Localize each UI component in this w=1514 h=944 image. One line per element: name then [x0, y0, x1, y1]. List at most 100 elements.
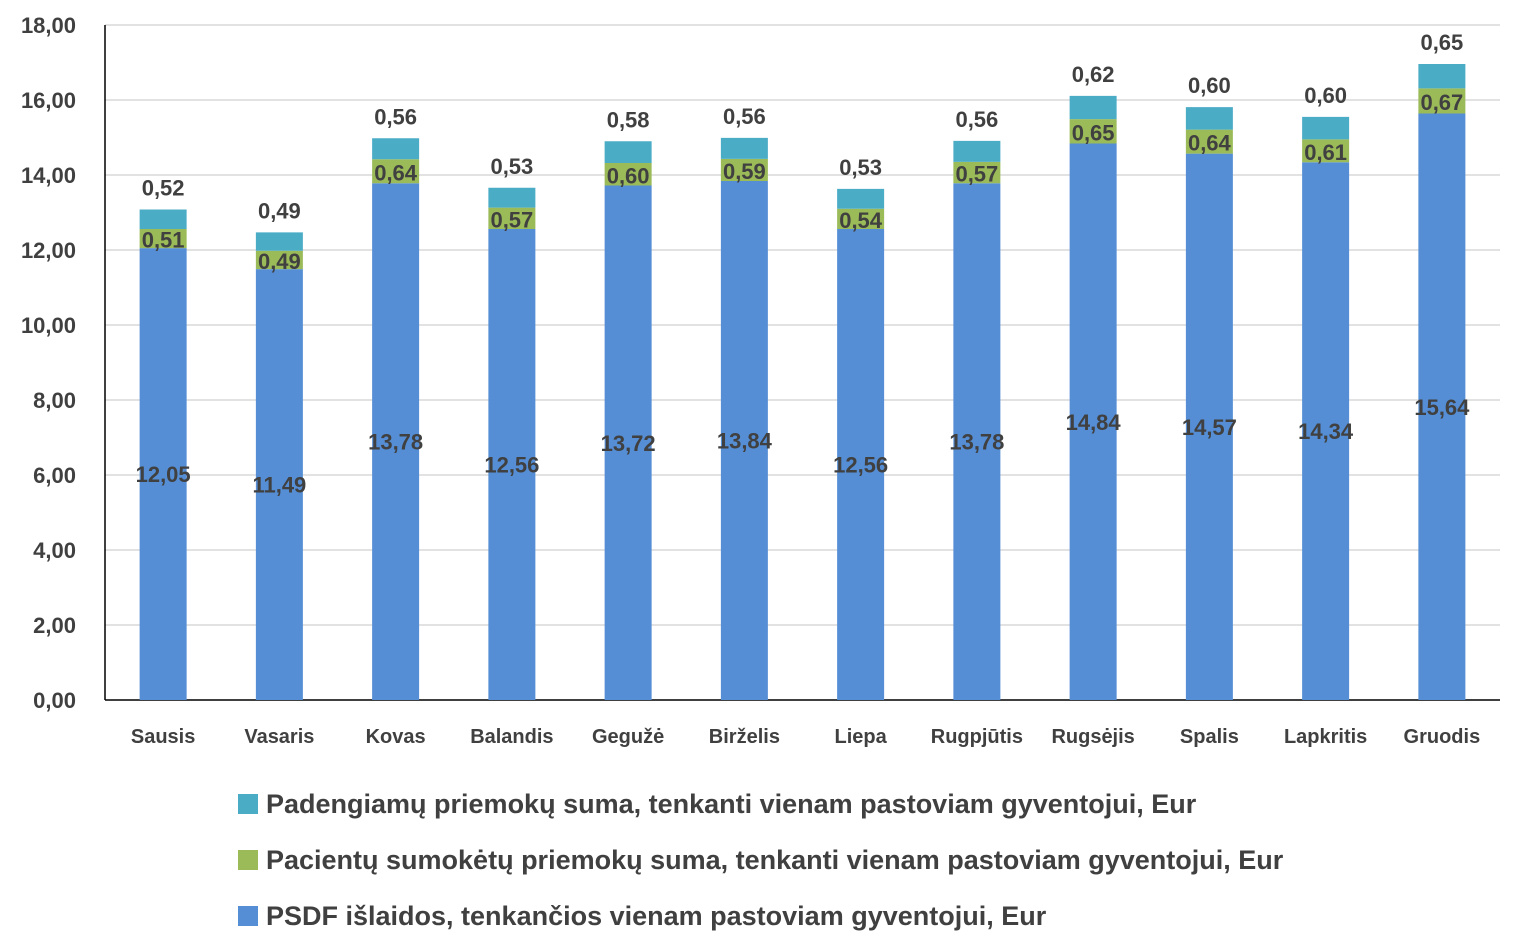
bar-segment — [1302, 139, 1350, 163]
bar-segment — [837, 188, 885, 209]
y-tick-label: 4,00 — [33, 538, 76, 563]
legend-item-pacientu: Pacientų sumokėtų priemokų suma, tenkant… — [238, 832, 1283, 888]
chart-canvas: 0,00 2,00 4,00 6,00 8,00 10,00 12,00 14,00 16,00… — [21, 13, 1500, 748]
y-tick-label: 2,00 — [33, 613, 76, 638]
data-label: 0,56 — [374, 104, 417, 129]
data-label: 13,84 — [717, 429, 773, 454]
legend: Padengiamų priemokų suma, tenkanti viena… — [238, 776, 1283, 944]
data-label: 0,53 — [839, 155, 882, 180]
bar-segment — [720, 137, 768, 159]
data-label: 0,53 — [490, 154, 533, 179]
y-tick-label: 18,00 — [21, 13, 76, 38]
data-label: 0,52 — [142, 176, 185, 201]
bar-segment — [488, 229, 536, 700]
data-label: 0,65 — [1072, 120, 1115, 145]
bar-segment — [604, 141, 652, 163]
legend-label-pacientu: Pacientų sumokėtų priemokų suma, tenkant… — [266, 844, 1284, 875]
bar-segment — [1185, 153, 1233, 700]
x-tick-label: Kovas — [366, 726, 426, 748]
legend-swatch-psdf — [238, 906, 258, 926]
data-label: 12,05 — [136, 462, 191, 487]
x-tick-label: Rugpjūtis — [931, 726, 1023, 748]
legend-item-psdf: PSDF išlaidos, tenkančios vienam pastovi… — [238, 888, 1283, 944]
bar-segment — [604, 163, 652, 186]
bar-segment — [837, 208, 885, 229]
data-label: 0,54 — [839, 208, 883, 233]
legend-swatch-padengiamu — [238, 794, 258, 814]
data-label: 13,72 — [601, 431, 656, 456]
data-label: 0,60 — [1304, 83, 1347, 108]
x-tick-label: Liepa — [835, 726, 888, 748]
bar-segment — [1185, 107, 1233, 130]
data-label: 0,51 — [142, 228, 185, 253]
data-label: 0,57 — [490, 207, 533, 232]
data-label: 12,56 — [833, 453, 888, 478]
data-label: 0,64 — [374, 160, 418, 185]
y-tick-label: 0,00 — [33, 688, 76, 713]
bar-segment — [720, 181, 768, 700]
bar-segment — [1185, 129, 1233, 154]
x-tick-label: Vasaris — [244, 726, 314, 748]
bar-segment — [1418, 113, 1466, 700]
x-tick-label: Birželis — [709, 726, 780, 748]
bar-segment — [1302, 116, 1350, 140]
data-label: 0,59 — [723, 159, 766, 184]
x-tick-label: Gegužė — [592, 726, 664, 748]
legend-swatch-pacientu — [238, 850, 258, 870]
data-label: 13,78 — [368, 430, 423, 455]
y-tick-label: 6,00 — [33, 463, 76, 488]
data-label: 0,56 — [955, 107, 998, 132]
bar-segment — [488, 187, 536, 208]
data-label: 0,49 — [258, 249, 301, 274]
bar-segment — [255, 250, 303, 270]
data-label: 11,49 — [252, 473, 306, 498]
data-label: 0,57 — [955, 162, 998, 187]
x-tick-label: Gruodis — [1404, 726, 1481, 748]
legend-item-padengiamu: Padengiamų priemokų suma, tenkanti viena… — [238, 776, 1283, 832]
bar-segment — [1069, 119, 1117, 144]
bar-segment — [1418, 64, 1466, 89]
bar-segment — [372, 159, 420, 184]
bar-segment — [255, 269, 303, 700]
data-label: 0,65 — [1420, 30, 1463, 55]
data-label: 15,64 — [1414, 395, 1470, 420]
data-label: 0,67 — [1420, 90, 1463, 115]
bar-segment — [255, 232, 303, 251]
legend-label-psdf: PSDF išlaidos, tenkančios vienam pastovi… — [266, 900, 1047, 931]
bar-segment — [488, 207, 536, 229]
bar-segment — [837, 229, 885, 700]
bar-segment — [1302, 162, 1350, 700]
x-tick-label: Spalis — [1180, 726, 1239, 748]
bar-segment — [1069, 143, 1117, 700]
data-label: 14,84 — [1066, 410, 1122, 435]
bar-segment — [1418, 88, 1466, 114]
data-label: 0,58 — [607, 107, 650, 132]
bar-segment — [1069, 95, 1117, 120]
legend-label-padengiamu: Padengiamų priemokų suma, tenkanti viena… — [266, 788, 1197, 819]
bar-segment — [953, 161, 1001, 184]
bar-segment — [139, 248, 187, 700]
data-label: 0,61 — [1304, 140, 1347, 165]
data-label: 12,56 — [484, 453, 539, 478]
data-label: 0,56 — [723, 104, 766, 129]
data-label: 14,34 — [1298, 419, 1354, 444]
bar-segment — [372, 183, 420, 700]
x-tick-label: Rugsėjis — [1051, 726, 1134, 748]
data-label: 14,57 — [1182, 415, 1237, 440]
data-label: 0,60 — [1188, 73, 1231, 98]
data-label: 0,62 — [1072, 62, 1115, 87]
data-label: 0,64 — [1188, 131, 1232, 156]
bar-segment — [953, 183, 1001, 700]
bar-segment — [372, 138, 420, 160]
y-tick-label: 8,00 — [33, 388, 76, 413]
bar-segment — [139, 229, 187, 249]
bar-segment — [139, 209, 187, 229]
data-label: 0,49 — [258, 198, 301, 223]
x-tick-label: Lapkritis — [1284, 726, 1367, 748]
y-tick-label: 12,00 — [21, 238, 76, 263]
data-label: 13,78 — [949, 430, 1004, 455]
data-label: 0,60 — [607, 163, 650, 188]
bar-segment — [604, 185, 652, 700]
y-tick-label: 14,00 — [21, 163, 76, 188]
stacked-bar-chart: 0,00 2,00 4,00 6,00 8,00 10,00 12,00 14,00 16,00… — [21, 13, 1500, 748]
